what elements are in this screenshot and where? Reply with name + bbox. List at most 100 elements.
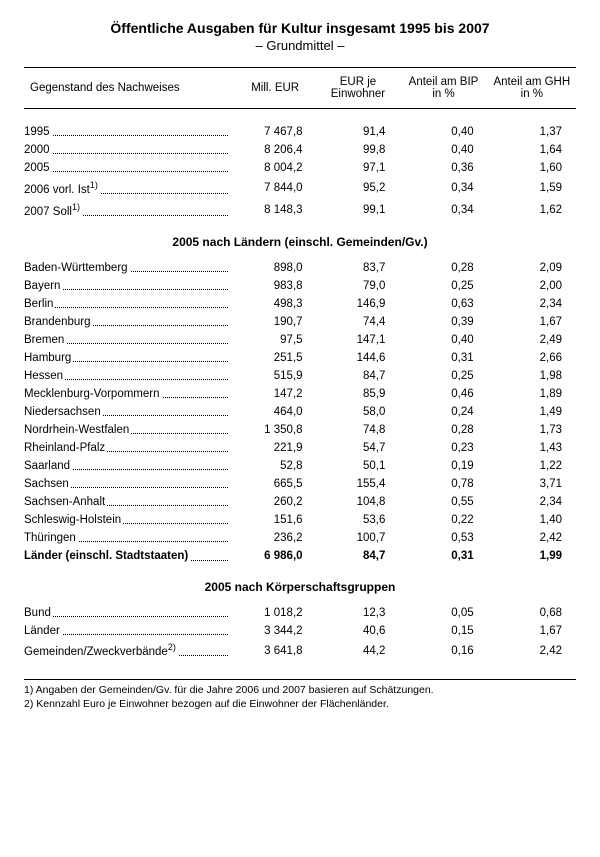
column-header: EUR jeEinwohner	[317, 68, 400, 109]
cell-value: 151,6	[234, 511, 317, 529]
table-row: Länder (einschl. Stadtstaaten)6 986,084,…	[24, 547, 576, 566]
cell-value: 44,2	[317, 640, 400, 662]
cell-value: 898,0	[234, 259, 317, 277]
table-row: 2006 vorl. Ist1)7 844,095,20,341,59	[24, 177, 576, 199]
cell-value: 97,1	[317, 159, 400, 177]
cell-value: 58,0	[317, 403, 400, 421]
cell-value: 144,6	[317, 349, 400, 367]
column-header: Mill. EUR	[234, 68, 317, 109]
cell-value: 1,64	[488, 141, 576, 159]
cell-value: 84,7	[317, 547, 400, 566]
footnote-line: 2) Kennzahl Euro je Einwohner bezogen au…	[24, 698, 576, 712]
cell-value: 99,1	[317, 199, 400, 221]
cell-value: 1,40	[488, 511, 576, 529]
row-label: 2007 Soll1)	[24, 199, 234, 221]
cell-value: 0,46	[399, 385, 487, 403]
section-title: 2005 nach Körperschaftsgruppen	[24, 566, 576, 604]
table-row: Sachsen-Anhalt260,2104,80,552,34	[24, 493, 576, 511]
cell-value: 515,9	[234, 367, 317, 385]
cell-value: 8 148,3	[234, 199, 317, 221]
cell-value: 2,34	[488, 493, 576, 511]
cell-value: 2,49	[488, 331, 576, 349]
cell-value: 6 986,0	[234, 547, 317, 566]
cell-value: 1,49	[488, 403, 576, 421]
table-row: Hamburg251,5144,60,312,66	[24, 349, 576, 367]
cell-value: 7 467,8	[234, 123, 317, 141]
table-row: Bremen97,5147,10,402,49	[24, 331, 576, 349]
table-row: Bayern983,879,00,252,00	[24, 277, 576, 295]
row-label: 2006 vorl. Ist1)	[24, 177, 234, 199]
cell-value: 0,34	[399, 199, 487, 221]
column-header: Gegenstand des Nachweises	[24, 68, 234, 109]
table-header: Gegenstand des NachweisesMill. EUREUR je…	[24, 68, 576, 109]
row-label: Baden-Württemberg	[24, 259, 234, 277]
page-title: Öffentliche Ausgaben für Kultur insgesam…	[24, 20, 576, 36]
cell-value: 74,8	[317, 421, 400, 439]
row-label: Hessen	[24, 367, 234, 385]
cell-value: 1,60	[488, 159, 576, 177]
cell-value: 236,2	[234, 529, 317, 547]
table-row: Länder3 344,240,60,151,67	[24, 622, 576, 640]
cell-value: 0,39	[399, 313, 487, 331]
row-label: Brandenburg	[24, 313, 234, 331]
table-row: 2007 Soll1)8 148,399,10,341,62	[24, 199, 576, 221]
cell-value: 147,1	[317, 331, 400, 349]
cell-value: 2,09	[488, 259, 576, 277]
cell-value: 40,6	[317, 622, 400, 640]
data-table: Gegenstand des NachweisesMill. EUREUR je…	[24, 67, 576, 675]
cell-value: 100,7	[317, 529, 400, 547]
cell-value: 1 350,8	[234, 421, 317, 439]
cell-value: 2,34	[488, 295, 576, 313]
cell-value: 1,73	[488, 421, 576, 439]
cell-value: 12,3	[317, 604, 400, 622]
cell-value: 147,2	[234, 385, 317, 403]
table-row: Baden-Württemberg898,083,70,282,09	[24, 259, 576, 277]
cell-value: 83,7	[317, 259, 400, 277]
cell-value: 0,40	[399, 331, 487, 349]
cell-value: 0,53	[399, 529, 487, 547]
cell-value: 0,23	[399, 439, 487, 457]
row-label: Mecklenburg-Vorpommern	[24, 385, 234, 403]
row-label: 2005	[24, 159, 234, 177]
cell-value: 190,7	[234, 313, 317, 331]
cell-value: 0,19	[399, 457, 487, 475]
cell-value: 0,36	[399, 159, 487, 177]
cell-value: 983,8	[234, 277, 317, 295]
cell-value: 1,59	[488, 177, 576, 199]
row-label: Nordrhein-Westfalen	[24, 421, 234, 439]
cell-value: 0,40	[399, 123, 487, 141]
table-row: Berlin498,3146,90,632,34	[24, 295, 576, 313]
cell-value: 1 018,2	[234, 604, 317, 622]
cell-value: 1,67	[488, 313, 576, 331]
cell-value: 1,62	[488, 199, 576, 221]
cell-value: 7 844,0	[234, 177, 317, 199]
cell-value: 2,42	[488, 529, 576, 547]
cell-value: 52,8	[234, 457, 317, 475]
cell-value: 464,0	[234, 403, 317, 421]
table-row: 20008 206,499,80,401,64	[24, 141, 576, 159]
table-row: Sachsen665,5155,40,783,71	[24, 475, 576, 493]
row-label: Sachsen	[24, 475, 234, 493]
cell-value: 8 206,4	[234, 141, 317, 159]
page-subtitle: – Grundmittel –	[24, 38, 576, 53]
cell-value: 0,55	[399, 493, 487, 511]
table-row: Hessen515,984,70,251,98	[24, 367, 576, 385]
column-header: Anteil am BIPin %	[399, 68, 487, 109]
row-label: Gemeinden/Zweckverbände2)	[24, 640, 234, 662]
cell-value: 1,89	[488, 385, 576, 403]
row-label: Berlin	[24, 295, 234, 313]
cell-value: 0,16	[399, 640, 487, 662]
cell-value: 97,5	[234, 331, 317, 349]
footnotes: 1) Angaben der Gemeinden/Gv. für die Jah…	[24, 684, 576, 711]
cell-value: 95,2	[317, 177, 400, 199]
cell-value: 84,7	[317, 367, 400, 385]
table-row: Gemeinden/Zweckverbände2)3 641,844,20,16…	[24, 640, 576, 662]
cell-value: 0,78	[399, 475, 487, 493]
cell-value: 260,2	[234, 493, 317, 511]
table-row: Brandenburg190,774,40,391,67	[24, 313, 576, 331]
row-label: Bremen	[24, 331, 234, 349]
cell-value: 3,71	[488, 475, 576, 493]
table-row: Bund1 018,212,30,050,68	[24, 604, 576, 622]
cell-value: 221,9	[234, 439, 317, 457]
table-row: Saarland52,850,10,191,22	[24, 457, 576, 475]
